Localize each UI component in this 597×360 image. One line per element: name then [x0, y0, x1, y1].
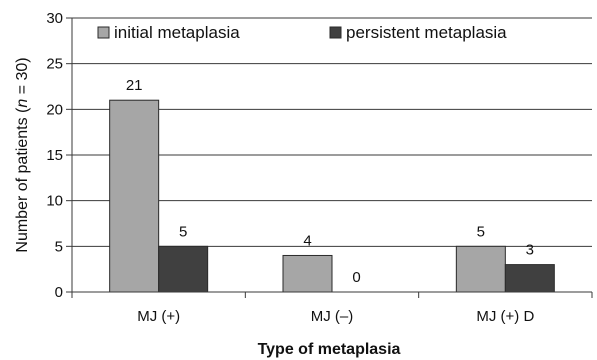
y-axis-title-main: Number of patients ( [14, 107, 31, 253]
data-label: 3 [526, 242, 534, 259]
y-axis-title-n: n [14, 99, 31, 108]
x-ticks: MJ (+) MJ (–) MJ (+) D [71, 292, 593, 325]
data-labels: 21 5 4 0 5 3 [126, 77, 534, 286]
bar [282, 254, 333, 293]
data-label: 5 [179, 223, 187, 240]
bars [109, 99, 555, 293]
x-tick-label: MJ (–) [311, 308, 354, 325]
legend-label: initial metaplasia [114, 23, 240, 42]
y-tick-label: 25 [46, 56, 63, 73]
data-label: 5 [477, 223, 485, 240]
y-tick-label: 20 [46, 101, 63, 118]
y-tick-label: 0 [55, 284, 63, 301]
legend: initial metaplasia persistent metaplasia [97, 23, 507, 42]
x-axis-title: Type of metaplasia [258, 341, 401, 358]
bar [158, 245, 209, 293]
y-tick-label: 15 [46, 147, 63, 164]
bar [504, 264, 555, 293]
legend-label: persistent metaplasia [346, 23, 507, 42]
y-tick-label: 5 [55, 238, 63, 255]
legend-swatch [97, 26, 110, 39]
bar [455, 245, 506, 293]
y-ticks: 0 5 10 15 20 25 30 [46, 10, 72, 301]
data-label: 4 [303, 232, 311, 249]
legend-swatch [329, 26, 342, 39]
data-label: 0 [352, 269, 360, 286]
y-tick-label: 30 [46, 10, 63, 27]
y-tick-label: 10 [46, 193, 63, 210]
y-axis-title-rest: = 30) [14, 57, 31, 98]
bar [109, 99, 160, 293]
y-axis-title: Number of patients (n = 30) [14, 57, 31, 252]
x-tick-label: MJ (+) [137, 308, 180, 325]
x-tick-label: MJ (+) D [476, 308, 534, 325]
data-label: 21 [126, 77, 143, 94]
